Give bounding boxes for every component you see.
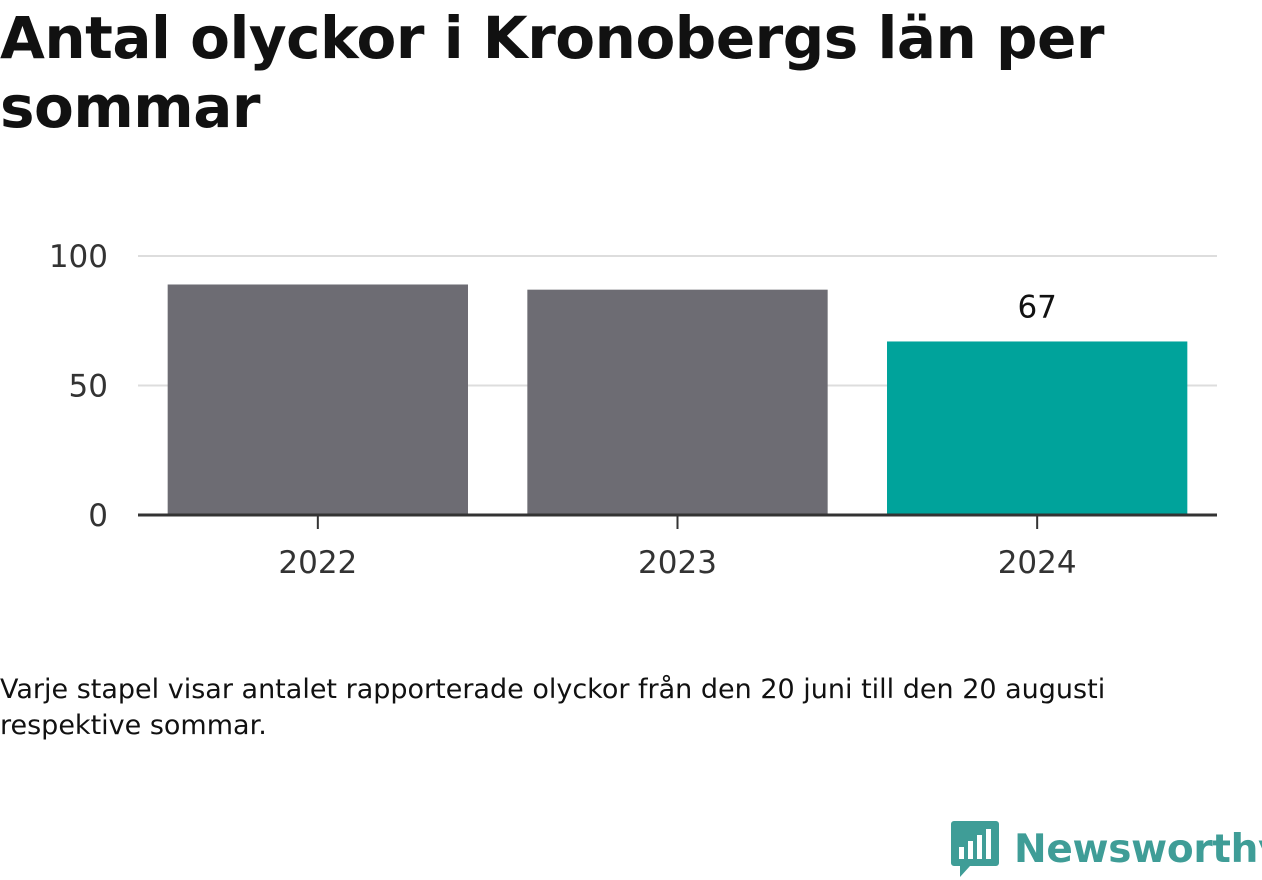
data-label-2024: 67 xyxy=(1017,289,1056,325)
newsworthy-logo-icon xyxy=(951,821,999,877)
bar-2022 xyxy=(167,284,468,515)
y-tick-label-0: 0 xyxy=(88,498,108,534)
bar-2024 xyxy=(887,341,1188,515)
brand: Newsworthy xyxy=(950,818,1262,880)
bar-chart: 0 50 100 2022 2023 2024 67 xyxy=(49,239,1217,581)
bar-2023 xyxy=(527,289,828,515)
x-tick-label-2023: 2023 xyxy=(638,545,717,581)
y-tick-label-50: 50 xyxy=(69,369,108,405)
x-tick-label-2024: 2024 xyxy=(998,545,1077,581)
labels: 0 50 100 2022 2023 2024 67 xyxy=(49,239,1077,581)
axes xyxy=(138,513,1217,529)
brand-name: Newsworthy xyxy=(1014,826,1262,872)
chart-title: Antal olyckor i Kronobergs län per somma… xyxy=(0,4,1104,141)
bars xyxy=(167,284,1188,515)
chart-note: Varje stapel visar antalet rapporterade … xyxy=(0,674,1106,741)
x-tick-label-2022: 2022 xyxy=(278,545,357,581)
y-tick-label-100: 100 xyxy=(49,239,108,275)
